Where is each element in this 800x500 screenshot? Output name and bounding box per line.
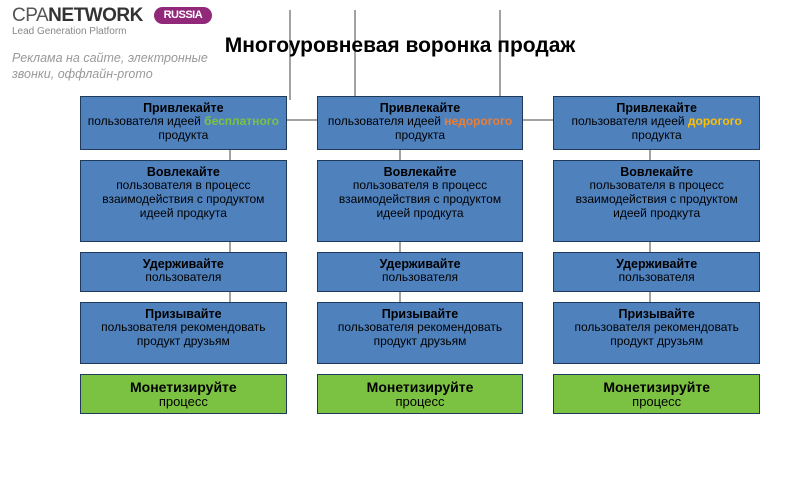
cell-monetize: Монетизируйтепроцесс [317, 374, 524, 414]
cell-heading: Удерживайте [560, 257, 753, 271]
cell-body: пользователя в процесс взаимодействия с … [87, 179, 280, 220]
cell-monetize: Монетизируйтепроцесс [553, 374, 760, 414]
accent-word: недорогого [444, 114, 512, 128]
cell-body-pre: пользователя идеей [328, 114, 444, 128]
funnel-grid: Привлекайтепользователя идеей бесплатног… [80, 96, 760, 414]
cell-body: процесс [324, 395, 517, 410]
cell-attract: Привлекайтепользователя идеей недорогого… [317, 96, 524, 150]
cell-heading: Призывайте [324, 307, 517, 321]
cell-body: пользователя рекомендовать продукт друзь… [324, 321, 517, 349]
cell-body-post: продукта [395, 128, 445, 142]
cell-body: пользователя идеей недорогого продукта [324, 115, 517, 143]
cell-heading: Удерживайте [324, 257, 517, 271]
cell-body: пользователя рекомендовать продукт друзь… [560, 321, 753, 349]
cell-heading: Монетизируйте [87, 379, 280, 395]
cell-heading: Вовлекайте [560, 165, 753, 179]
cell-retain: Удерживайтепользователя [80, 252, 287, 292]
cell-body: пользователя рекомендовать продукт друзь… [87, 321, 280, 349]
cell-body: пользователя [324, 271, 517, 285]
cell-body: пользователя идеей бесплатного продукта [87, 115, 280, 143]
cell-engage: Вовлекайтепользователя в процесс взаимод… [80, 160, 287, 242]
logo-main: CPANETWORK RUSSIA [12, 6, 212, 25]
cell-heading: Привлекайте [87, 101, 280, 115]
cell-body: процесс [87, 395, 280, 410]
logo-pill: RUSSIA [154, 7, 213, 24]
page-title: Многоуровневая воронка продаж [0, 34, 800, 58]
funnel-column-cheap: Привлекайтепользователя идеей недорогого… [317, 96, 524, 414]
logo-note-line2: звонки, оффлайн-promo [12, 67, 153, 81]
cell-heading: Привлекайте [560, 101, 753, 115]
cell-refer: Призывайтепользователя рекомендовать про… [317, 302, 524, 364]
cell-body: процесс [560, 395, 753, 410]
cell-heading: Монетизируйте [324, 379, 517, 395]
cell-attract: Привлекайтепользователя идеей дорогого п… [553, 96, 760, 150]
funnel-column-expensive: Привлекайтепользователя идеей дорогого п… [553, 96, 760, 414]
accent-word: дорогого [688, 114, 742, 128]
cell-refer: Призывайтепользователя рекомендовать про… [553, 302, 760, 364]
cell-body: пользователя в процесс взаимодействия с … [324, 179, 517, 220]
cell-retain: Удерживайтепользователя [317, 252, 524, 292]
cell-body-post: продукта [158, 128, 208, 142]
cell-monetize: Монетизируйтепроцесс [80, 374, 287, 414]
cell-heading: Монетизируйте [560, 379, 753, 395]
cell-body-pre: пользователя идеей [571, 114, 687, 128]
cell-body: пользователя в процесс взаимодействия с … [560, 179, 753, 220]
cell-body: пользователя идеей дорогого продукта [560, 115, 753, 143]
cell-heading: Удерживайте [87, 257, 280, 271]
cell-heading: Привлекайте [324, 101, 517, 115]
cell-retain: Удерживайтепользователя [553, 252, 760, 292]
cell-heading: Вовлекайте [324, 165, 517, 179]
cell-body: пользователя [560, 271, 753, 285]
cell-refer: Призывайтепользователя рекомендовать про… [80, 302, 287, 364]
cell-engage: Вовлекайтепользователя в процесс взаимод… [317, 160, 524, 242]
cell-heading: Вовлекайте [87, 165, 280, 179]
cell-engage: Вовлекайтепользователя в процесс взаимод… [553, 160, 760, 242]
cell-attract: Привлекайтепользователя идеей бесплатног… [80, 96, 287, 150]
logo-network: NETWORK [48, 5, 143, 26]
cell-heading: Призывайте [87, 307, 280, 321]
cell-body-post: продукта [632, 128, 682, 142]
cell-heading: Призывайте [560, 307, 753, 321]
accent-word: бесплатного [204, 114, 279, 128]
cell-body-pre: пользователя идеей [88, 114, 204, 128]
logo-cpa: CPA [12, 5, 48, 26]
funnel-column-free: Привлекайтепользователя идеей бесплатног… [80, 96, 287, 414]
cell-body: пользователя [87, 271, 280, 285]
